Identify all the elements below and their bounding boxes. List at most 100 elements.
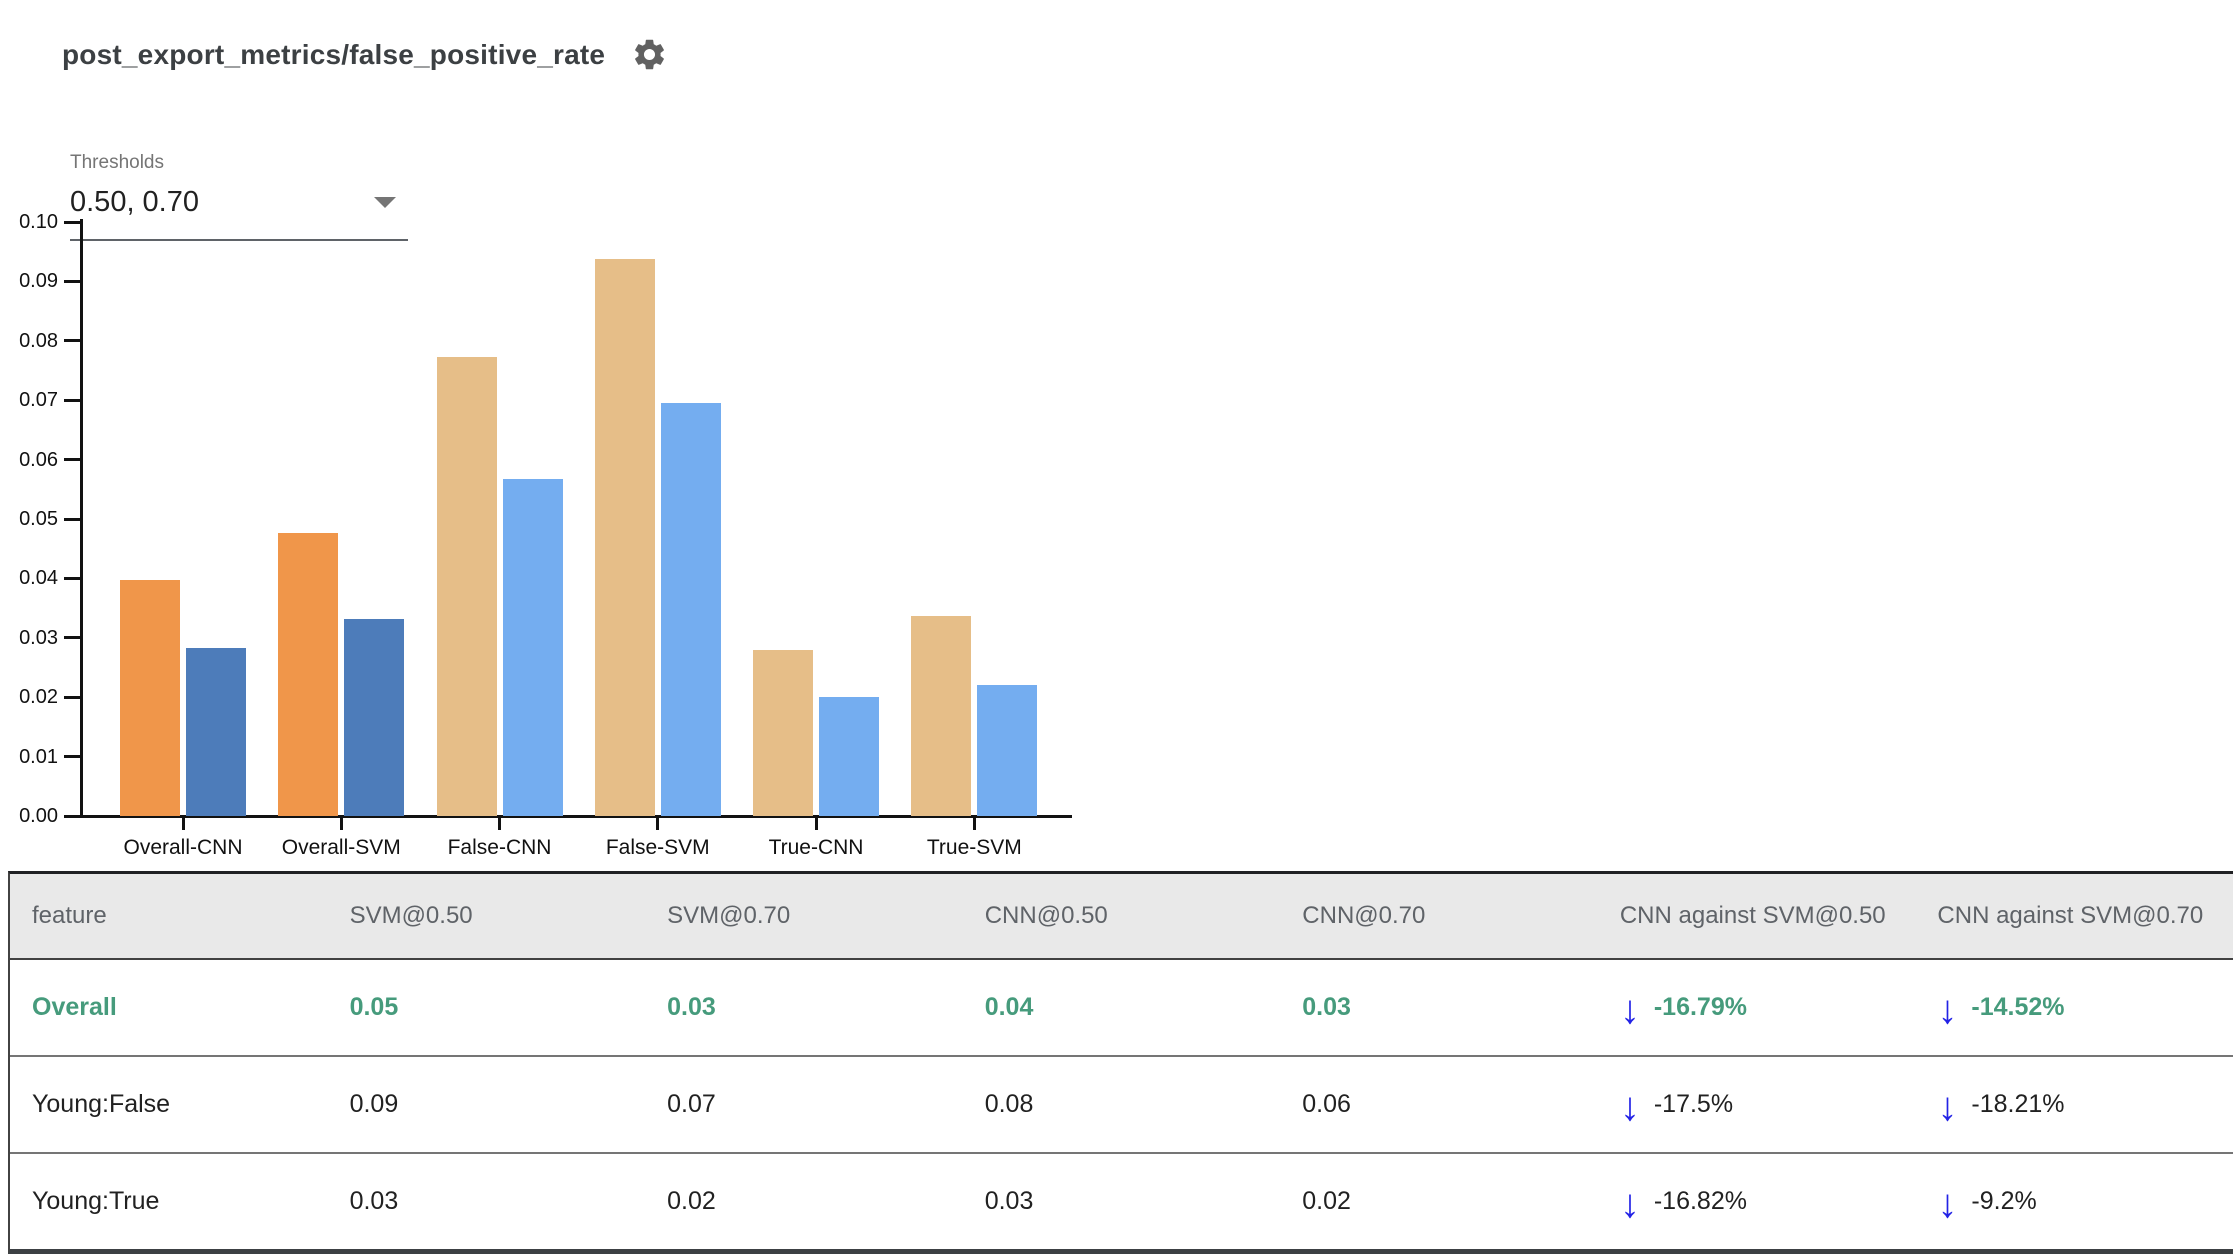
table-header-cell: CNN@0.50 [984, 902, 1108, 929]
chart-bar[interactable] [594, 259, 655, 816]
x-tick-label: False-CNN [447, 836, 552, 859]
y-tick-label: 0.03 [19, 626, 58, 649]
metric-value-cell: 0.04 [984, 993, 1034, 1021]
metrics-table: feature SVM@0.50 SVM@0.70 CNN@0.50 CNN@0.70 C… [8, 871, 2233, 1254]
x-tick-mark [339, 818, 343, 830]
x-tick-mark [181, 818, 185, 830]
x-tick-mark [814, 818, 818, 830]
y-tick-mark [64, 695, 80, 699]
delta-value: -17.5% [1653, 1090, 1734, 1118]
thresholds-dropdown[interactable]: Thresholds 0.50, 0.70 [70, 152, 408, 241]
delta-cell: ↓ -14.52% [1915, 960, 2233, 1055]
delta-cell: ↓ -16.79% [1598, 960, 1916, 1055]
false-positive-rate-bar-chart: 0.00 0.01 0.02 0.03 0.04 0.05 0.06 0.07 0.08 0.09… [0, 0, 1160, 880]
y-tick-label: 0.02 [19, 686, 58, 709]
metric-value-cell: 0.08 [984, 1090, 1034, 1118]
y-tick-mark [64, 279, 80, 283]
table-header-row: feature SVM@0.50 SVM@0.70 CNN@0.50 CNN@0.70 C… [10, 874, 2233, 960]
chart-bar[interactable] [186, 647, 246, 816]
y-tick-mark [64, 398, 80, 402]
metric-value-cell: 0.03 [1302, 993, 1351, 1021]
table-header-cell: CNN against SVM@0.50 [1619, 902, 1886, 929]
x-tick-mark [656, 818, 660, 830]
table-header-cell: SVM@0.70 [667, 902, 791, 929]
y-tick-mark [64, 576, 80, 580]
metric-value-cell: 0.02 [1302, 1187, 1351, 1215]
chart-bar[interactable] [977, 684, 1038, 816]
x-tick-mark [972, 818, 976, 830]
y-tick-mark [64, 339, 80, 343]
metric-value-cell: 0.09 [349, 1090, 399, 1118]
y-tick-label: 0.00 [19, 805, 58, 827]
x-tick-label: Overall-SVM [281, 836, 401, 859]
thresholds-value: 0.50, 0.70 [70, 186, 199, 218]
y-tick-label: 0.05 [19, 508, 58, 530]
delta-cell: ↓ -18.21% [1915, 1057, 2233, 1152]
chart-bar[interactable] [753, 649, 814, 816]
down-arrow-icon: ↓ [1619, 1181, 1640, 1226]
x-tick-label: Overall-CNN [123, 836, 243, 859]
chart-bar[interactable] [344, 618, 405, 816]
y-tick-mark [64, 220, 80, 224]
table-header-cell: CNN against SVM@0.70 [1937, 902, 2204, 929]
thresholds-select[interactable]: 0.50, 0.70 [70, 174, 408, 241]
page-title: post_export_metrics/false_positive_rate [62, 38, 606, 70]
down-arrow-icon: ↓ [1937, 1181, 1958, 1226]
y-tick-label: 0.10 [19, 211, 58, 233]
y-axis-line [80, 219, 83, 818]
metric-value-cell: 0.03 [349, 1187, 399, 1215]
chart-bar[interactable] [436, 356, 497, 816]
panel-header: post_export_metrics/false_positive_rate [62, 36, 668, 73]
y-tick-mark [64, 755, 80, 759]
chart-bar[interactable] [502, 478, 563, 816]
down-arrow-icon: ↓ [1937, 1084, 1958, 1129]
table-row: Young:True 0.03 0.02 0.03 0.02 ↓ -16.82% ↓ -9.2% [10, 1154, 2233, 1249]
feature-cell: Young:True [32, 1187, 160, 1215]
x-tick-label: True-CNN [768, 836, 864, 859]
y-tick-label: 0.09 [19, 270, 58, 293]
chart-bar[interactable] [120, 580, 180, 816]
table-header-cell: SVM@0.50 [349, 902, 473, 929]
y-tick-label: 0.06 [19, 448, 58, 471]
y-tick-label: 0.04 [19, 567, 58, 590]
chevron-down-icon [374, 197, 396, 208]
feature-cell: Overall [32, 993, 117, 1021]
y-tick-mark [64, 814, 80, 818]
y-tick-mark [64, 636, 80, 640]
down-arrow-icon: ↓ [1619, 1084, 1640, 1129]
table-header-cell: feature [32, 902, 107, 929]
down-arrow-icon: ↓ [1937, 987, 1958, 1032]
metric-value-cell: 0.05 [349, 993, 399, 1021]
delta-value: -9.2% [1971, 1187, 2037, 1215]
metric-value-cell: 0.07 [667, 1090, 716, 1118]
y-tick-label: 0.07 [19, 389, 58, 412]
table-row: Overall 0.05 0.03 0.04 0.03 ↓ -16.79% ↓ -14.52% [10, 960, 2233, 1057]
delta-value: -16.79% [1653, 993, 1747, 1021]
delta-value: -18.21% [1971, 1090, 2065, 1118]
chart-bar[interactable] [278, 532, 339, 816]
settings-gear-icon[interactable] [631, 36, 668, 73]
feature-cell: Young:False [32, 1090, 171, 1118]
metric-value-cell: 0.03 [984, 1187, 1034, 1215]
delta-value: -16.82% [1653, 1187, 1747, 1215]
x-tick-label: True-SVM [926, 836, 1022, 859]
y-tick-label: 0.08 [19, 329, 58, 352]
delta-cell: ↓ -9.2% [1915, 1154, 2233, 1249]
y-tick-label: 0.01 [19, 745, 58, 768]
table-row: Young:False 0.09 0.07 0.08 0.06 ↓ -17.5% ↓ -18.2… [10, 1057, 2233, 1154]
delta-cell: ↓ -16.82% [1598, 1154, 1916, 1249]
x-tick-mark [498, 818, 502, 830]
y-tick-mark [64, 458, 80, 462]
x-axis-line [80, 815, 1072, 818]
metric-value-cell: 0.03 [667, 993, 716, 1021]
chart-bar[interactable] [660, 403, 721, 816]
table-header-cell: CNN@0.70 [1302, 902, 1426, 929]
metric-value-cell: 0.02 [667, 1187, 716, 1215]
chart-bar[interactable] [911, 615, 972, 816]
metric-value-cell: 0.06 [1302, 1090, 1351, 1118]
down-arrow-icon: ↓ [1619, 987, 1640, 1032]
y-tick-mark [64, 517, 80, 521]
thresholds-label: Thresholds [70, 152, 164, 173]
chart-bar[interactable] [819, 696, 880, 816]
